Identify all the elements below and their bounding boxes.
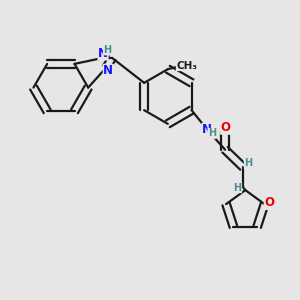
Text: N: N bbox=[98, 47, 108, 60]
Text: O: O bbox=[264, 196, 274, 209]
Text: O: O bbox=[221, 121, 231, 134]
Text: N: N bbox=[103, 64, 113, 77]
Text: N: N bbox=[202, 123, 212, 136]
Text: H: H bbox=[103, 45, 112, 55]
Text: H: H bbox=[233, 183, 242, 193]
Text: CH₃: CH₃ bbox=[176, 61, 197, 70]
Text: H: H bbox=[244, 158, 252, 168]
Text: H: H bbox=[208, 128, 216, 138]
